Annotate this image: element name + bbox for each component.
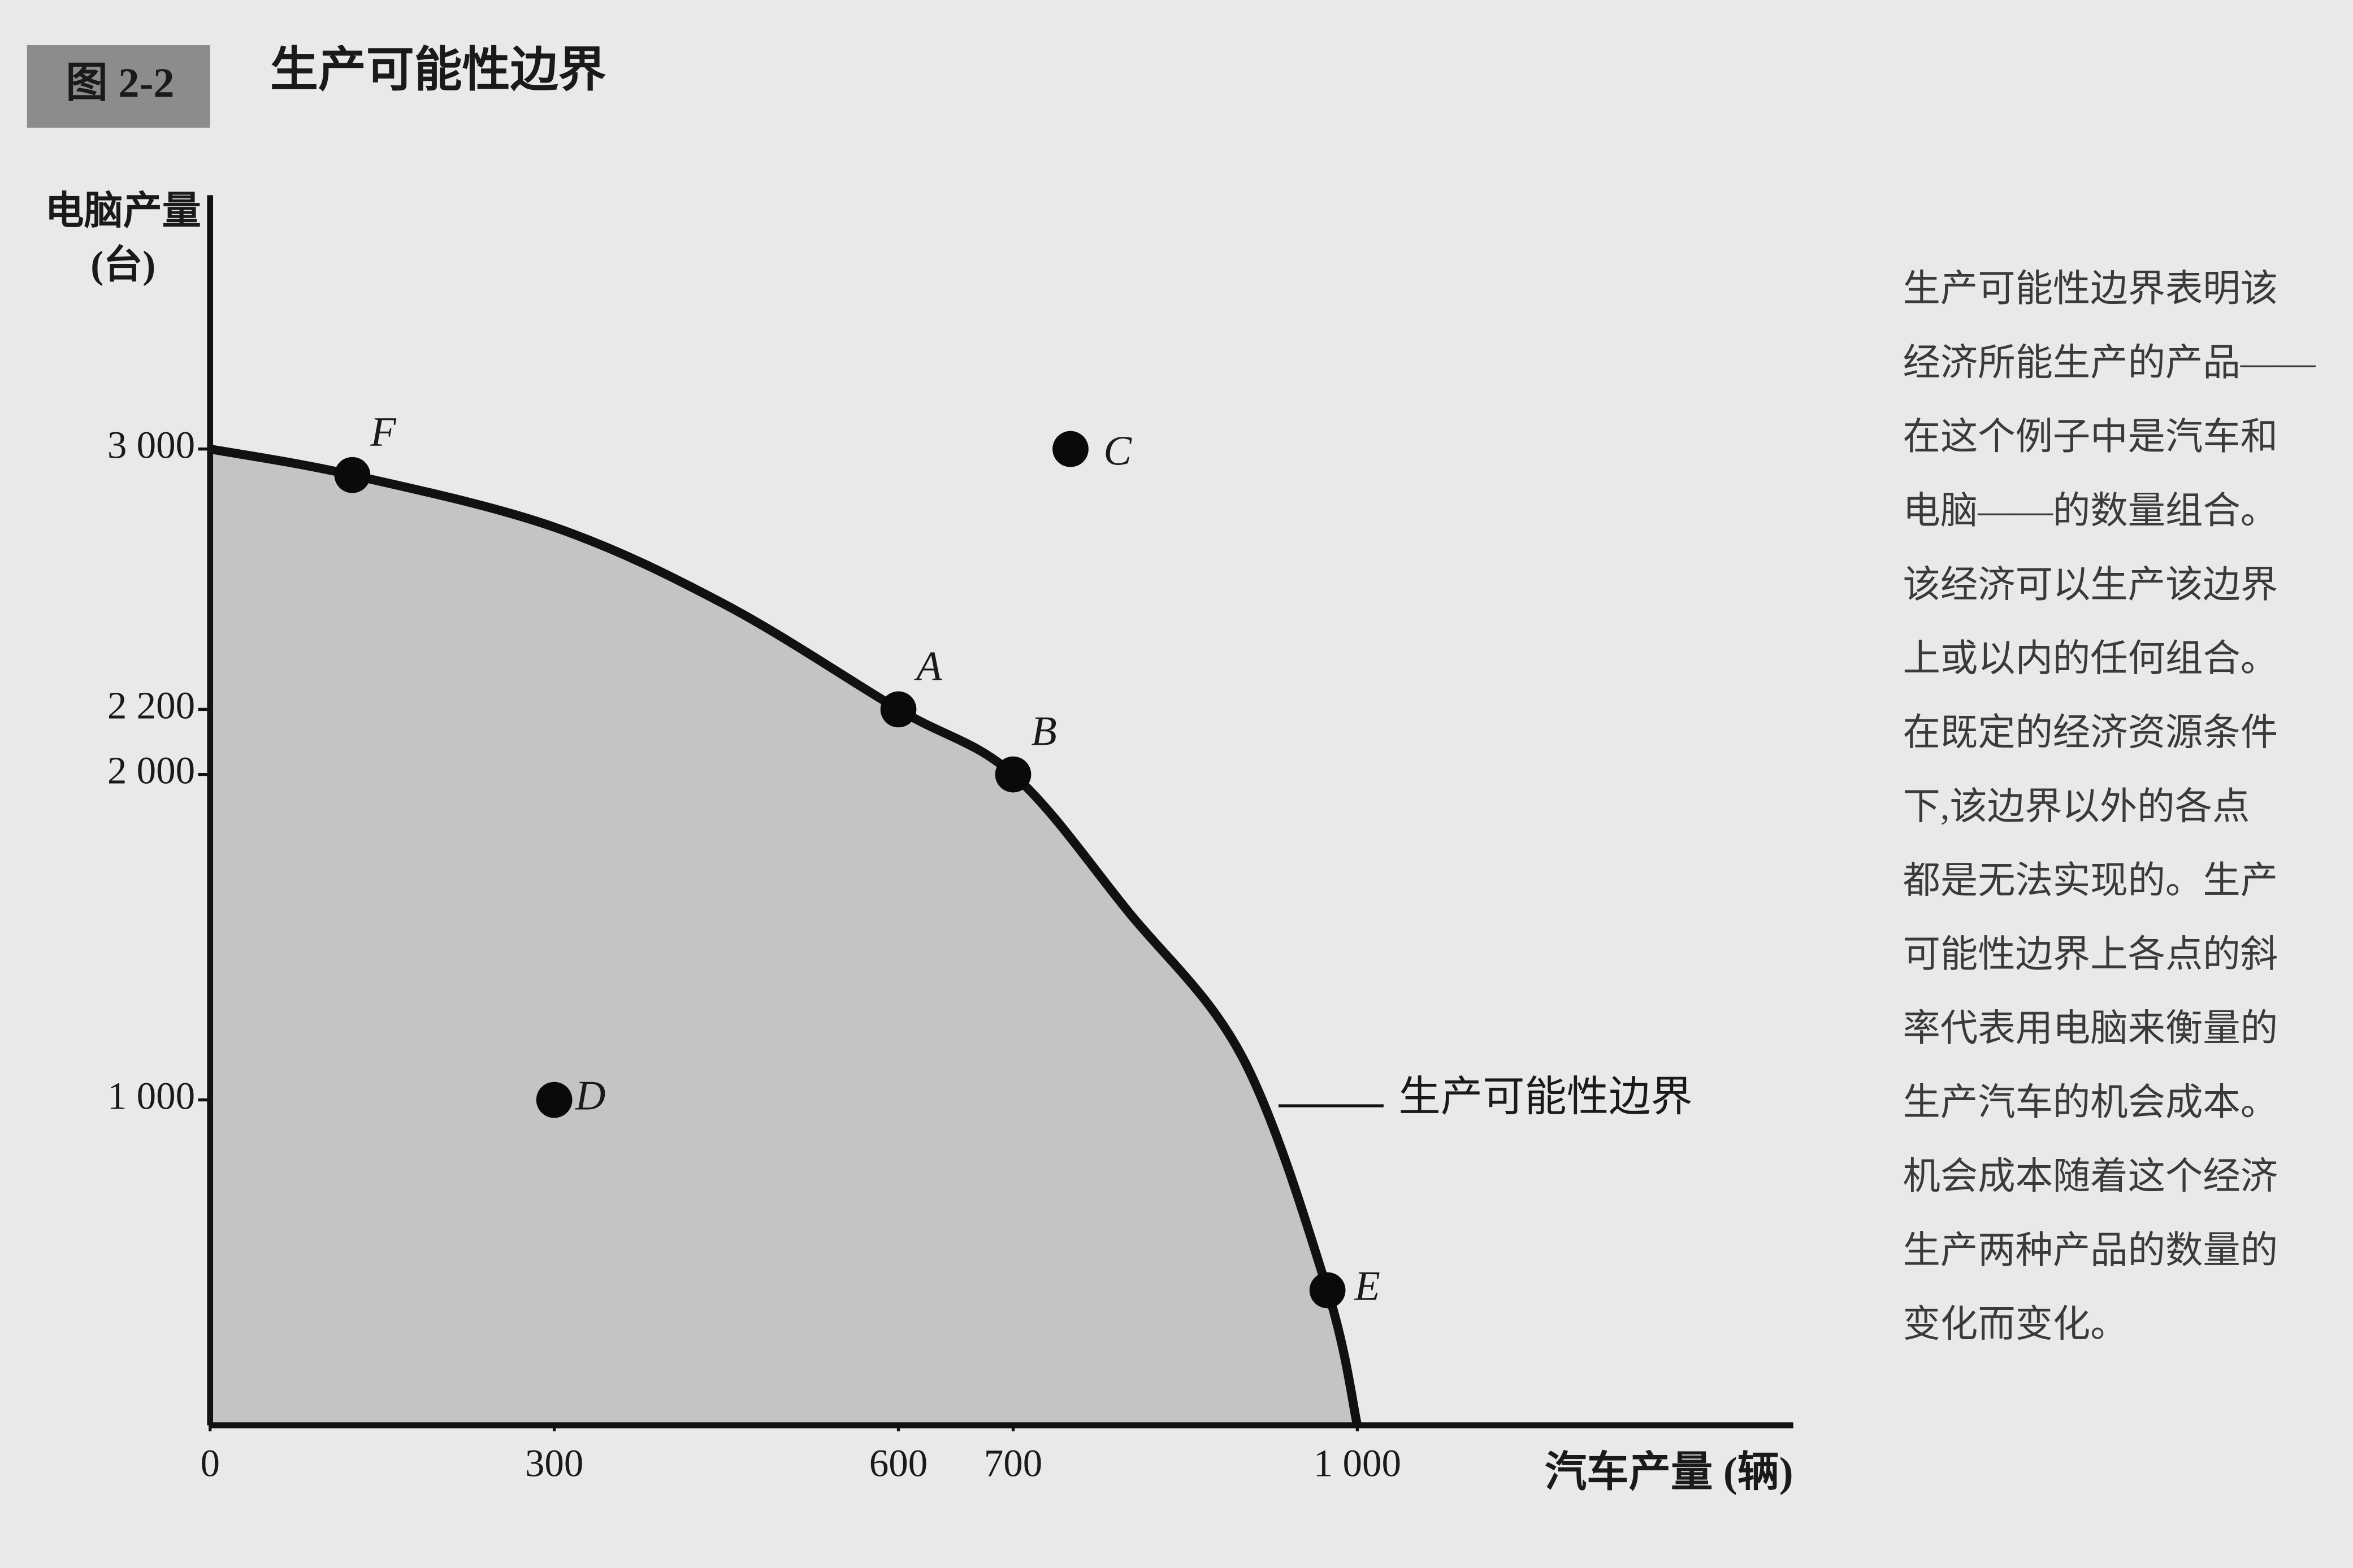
- note-line: 可能性边界上各点的斜: [1903, 934, 2278, 975]
- series-label: 生产可能性边界: [1398, 1074, 1692, 1120]
- note-line: 变化而变化。: [1903, 1304, 2128, 1345]
- x-tick-label: 1 000: [1314, 1441, 1401, 1485]
- y-axis-label: 电脑产量: [45, 189, 201, 232]
- point-label: F: [370, 409, 397, 455]
- point: [1052, 431, 1089, 467]
- point-label: D: [575, 1073, 606, 1119]
- frontier-line: [209, 444, 1362, 1427]
- point: [880, 691, 917, 728]
- point: [995, 756, 1032, 793]
- point: [1309, 1272, 1346, 1309]
- point-label: E: [1354, 1263, 1380, 1310]
- x-tick-label: 600: [869, 1441, 928, 1485]
- note-line: 生产两种产品的数量的: [1903, 1230, 2278, 1271]
- y-axis-label: (台): [90, 242, 155, 286]
- point: [334, 457, 371, 493]
- note-line: 该经济可以生产该边界: [1903, 564, 2278, 606]
- chart: 生产可能性边界 1 000 2 000 2 200 3 000 0 300 600 700 1 0…: [45, 189, 1793, 1496]
- note-line: 都是无法实现的。生产: [1903, 860, 2278, 901]
- point-label: C: [1103, 428, 1132, 474]
- y-tick-label: 3 000: [107, 423, 195, 467]
- note-line: 生产可能性边界表明该: [1903, 268, 2278, 310]
- x-tick-label: 0: [200, 1441, 220, 1485]
- note-line: 经济所能生产的产品——: [1903, 342, 2316, 384]
- point-label: B: [1031, 709, 1056, 755]
- frontier-area: [210, 449, 1358, 1426]
- note-line: 在既定的经济资源条件: [1903, 713, 2278, 754]
- y-tick-label: 2 000: [107, 748, 195, 792]
- point: [536, 1081, 573, 1118]
- note-line: 在这个例子中是汽车和: [1903, 416, 2278, 458]
- x-tick-label: 700: [984, 1441, 1043, 1485]
- y-tick-label: 2 200: [107, 683, 195, 727]
- figure-label: 图 2-2: [66, 60, 174, 106]
- note-line: 率代表用电脑来衡量的: [1903, 1008, 2278, 1049]
- title: 生产可能性边界: [270, 44, 606, 97]
- note-line: 电脑——的数量组合。: [1903, 490, 2278, 532]
- x-tick-label: 300: [525, 1441, 584, 1485]
- point-label: A: [913, 643, 942, 689]
- note-line: 生产汽车的机会成本。: [1903, 1082, 2278, 1123]
- y-tick-label: 1 000: [107, 1074, 195, 1117]
- x-axis-label: 汽车产量 (辆): [1545, 1449, 1793, 1496]
- note-line: 机会成本随着这个经济: [1903, 1156, 2278, 1197]
- note-line: 上或以内的任何组合。: [1903, 639, 2278, 680]
- note-line: 下,该边界以外的各点: [1903, 786, 2250, 827]
- figure-label-box: [27, 45, 210, 128]
